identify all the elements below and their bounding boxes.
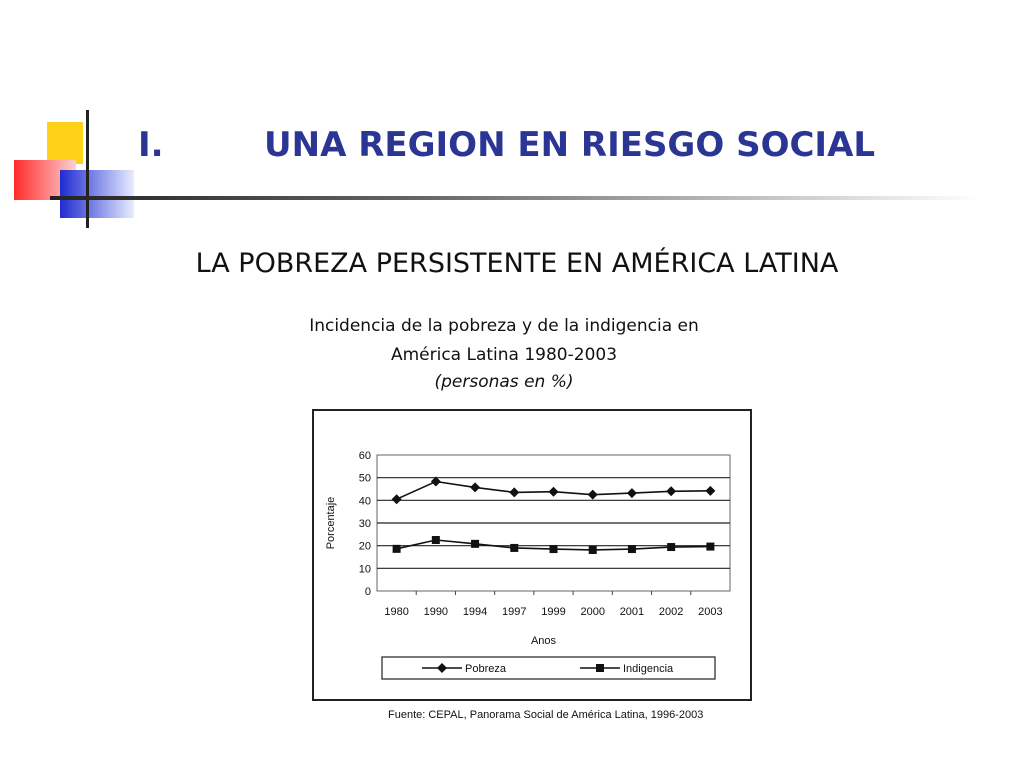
legend-marker-pobreza (437, 663, 447, 673)
data-point-indigencia (706, 542, 715, 551)
source-note: Fuente: CEPAL, Panorama Social de Améric… (388, 709, 704, 721)
chart-caption-line3: (personas en %) (434, 372, 574, 392)
x-tick-label: 2000 (580, 606, 604, 618)
x-tick-label: 1980 (384, 606, 408, 618)
chart-caption-line2: América Latina 1980-2003 (390, 345, 618, 365)
legend-marker-indigencia (596, 664, 604, 672)
x-tick-label: 1997 (502, 606, 526, 618)
chart-frame: 0 10 20 30 40 50 60 1980 1990 1994 1997 1999 2000 200… (312, 409, 752, 701)
data-point-pobreza (509, 487, 520, 498)
data-point-pobreza (470, 482, 481, 493)
x-tick-label: 2003 (698, 606, 722, 618)
data-point-pobreza (705, 485, 716, 496)
legend-label-indigencia: Indigencia (623, 663, 674, 675)
data-point-pobreza (626, 488, 637, 499)
y-tick-label: 20 (359, 541, 371, 553)
legend-label-pobreza: Pobreza (465, 663, 507, 675)
x-tick-label: 2001 (620, 606, 644, 618)
decor-yellow-square (47, 122, 83, 164)
data-point-indigencia (549, 545, 558, 554)
data-point-indigencia (667, 543, 676, 552)
y-tick-label: 30 (359, 518, 371, 530)
x-tick-label: 2002 (659, 606, 683, 618)
chart-caption-line1: Incidencia de la pobreza y de la indigen… (309, 316, 699, 336)
section-number: I. (138, 125, 164, 165)
y-axis-label: Porcentaje (325, 497, 337, 550)
x-tick-label: 1994 (463, 606, 487, 618)
data-point-indigencia (627, 545, 636, 554)
data-point-pobreza (587, 489, 598, 500)
data-point-indigencia (471, 539, 480, 548)
data-point-pobreza (548, 486, 559, 497)
x-tick-label: 1999 (541, 606, 565, 618)
decor-vertical-line (86, 110, 89, 228)
data-point-indigencia (392, 544, 401, 553)
y-tick-label: 10 (359, 563, 371, 575)
page-title: I. UNA REGION EN RIESGO SOCIAL (138, 120, 1018, 170)
data-point-indigencia (431, 536, 440, 544)
data-point-pobreza (430, 476, 441, 487)
data-point-pobreza (391, 494, 402, 505)
data-point-indigencia (588, 545, 597, 554)
y-tick-label: 0 (365, 586, 371, 598)
y-tick-label: 60 (359, 450, 371, 462)
y-tick-label: 50 (359, 473, 371, 485)
x-axis-label: Anos (531, 635, 557, 647)
y-tick-label: 40 (359, 495, 371, 507)
data-point-pobreza (666, 486, 677, 497)
data-point-indigencia (510, 543, 519, 552)
line-chart: 0 10 20 30 40 50 60 1980 1990 1994 1997 1999 2000 200… (325, 450, 731, 680)
slide-subtitle: LA POBREZA PERSISTENTE EN AMÉRICA LATINA (195, 248, 839, 279)
decor-blue-square (60, 170, 134, 218)
legend-box (381, 656, 716, 680)
decor-horizontal-line (50, 196, 980, 200)
section-title: UNA REGION EN RIESGO SOCIAL (264, 125, 876, 165)
x-tick-label: 1990 (424, 606, 448, 618)
